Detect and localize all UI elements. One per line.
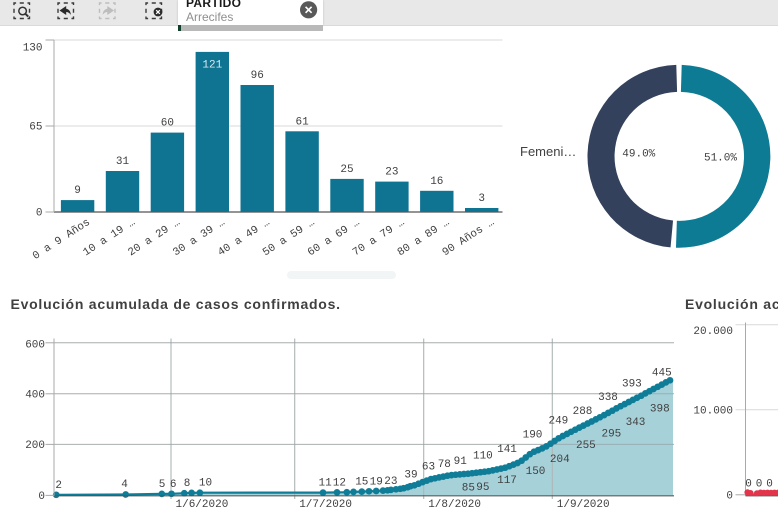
svg-text:12: 12 — [333, 478, 346, 490]
svg-text:51.0%: 51.0% — [704, 153, 737, 165]
svg-text:23: 23 — [385, 167, 398, 179]
svg-text:1/9/2020: 1/9/2020 — [557, 499, 610, 510]
svg-text:20.000: 20.000 — [693, 326, 733, 338]
svg-text:190: 190 — [523, 430, 543, 442]
svg-text:255: 255 — [576, 440, 596, 452]
svg-text:78: 78 — [438, 459, 451, 471]
svg-text:1/6/2020: 1/6/2020 — [176, 499, 229, 510]
svg-text:150: 150 — [526, 466, 546, 478]
svg-text:23: 23 — [384, 476, 397, 488]
svg-text:110: 110 — [473, 450, 493, 462]
svg-text:49.0%: 49.0% — [622, 149, 655, 161]
svg-text:200: 200 — [25, 440, 45, 452]
svg-text:445: 445 — [652, 367, 672, 379]
svg-text:393: 393 — [622, 378, 642, 390]
svg-text:6: 6 — [170, 479, 177, 491]
svg-text:63: 63 — [422, 461, 435, 473]
svg-text:9: 9 — [74, 185, 81, 197]
svg-text:295: 295 — [601, 428, 621, 440]
svg-text:130: 130 — [23, 43, 43, 55]
svg-text:Femeni…: Femeni… — [520, 144, 576, 159]
svg-text:95: 95 — [476, 482, 489, 494]
svg-text:0 a 9 Años: 0 a 9 Años — [31, 217, 93, 263]
svg-text:1/7/2020: 1/7/2020 — [299, 499, 352, 510]
svg-text:96: 96 — [251, 70, 264, 82]
svg-text:19: 19 — [370, 477, 383, 489]
svg-text:121: 121 — [202, 59, 222, 71]
svg-text:400: 400 — [25, 390, 45, 402]
svg-text:5: 5 — [159, 479, 166, 491]
svg-text:4: 4 — [121, 479, 128, 491]
svg-text:0: 0 — [766, 479, 773, 491]
svg-text:0: 0 — [745, 479, 752, 491]
svg-text:16: 16 — [430, 176, 443, 188]
svg-text:85: 85 — [462, 483, 475, 495]
svg-text:10: 10 — [199, 477, 212, 489]
svg-text:2: 2 — [55, 480, 62, 492]
svg-text:338: 338 — [598, 392, 618, 404]
svg-text:288: 288 — [573, 406, 593, 418]
svg-text:0: 0 — [38, 491, 45, 503]
svg-text:600: 600 — [25, 340, 45, 352]
svg-text:11: 11 — [318, 478, 332, 490]
svg-text:3: 3 — [478, 193, 485, 205]
svg-text:398: 398 — [650, 403, 670, 415]
svg-text:0: 0 — [756, 479, 763, 491]
svg-text:39: 39 — [404, 470, 417, 482]
svg-text:15: 15 — [355, 477, 368, 489]
svg-text:0: 0 — [726, 491, 733, 503]
svg-text:249: 249 — [548, 416, 568, 428]
svg-text:60: 60 — [161, 118, 174, 130]
svg-text:1/8/2020: 1/8/2020 — [428, 499, 481, 510]
svg-text:10.000: 10.000 — [693, 405, 733, 417]
svg-text:141: 141 — [497, 444, 517, 456]
svg-text:8: 8 — [184, 478, 191, 490]
svg-text:65: 65 — [29, 122, 42, 134]
svg-text:31: 31 — [116, 156, 130, 168]
svg-text:25: 25 — [340, 164, 353, 176]
svg-text:343: 343 — [626, 417, 646, 429]
svg-text:91: 91 — [454, 456, 468, 468]
svg-text:204: 204 — [550, 454, 570, 466]
svg-text:61: 61 — [295, 116, 309, 128]
svg-text:117: 117 — [497, 475, 517, 487]
svg-text:0: 0 — [36, 208, 43, 220]
